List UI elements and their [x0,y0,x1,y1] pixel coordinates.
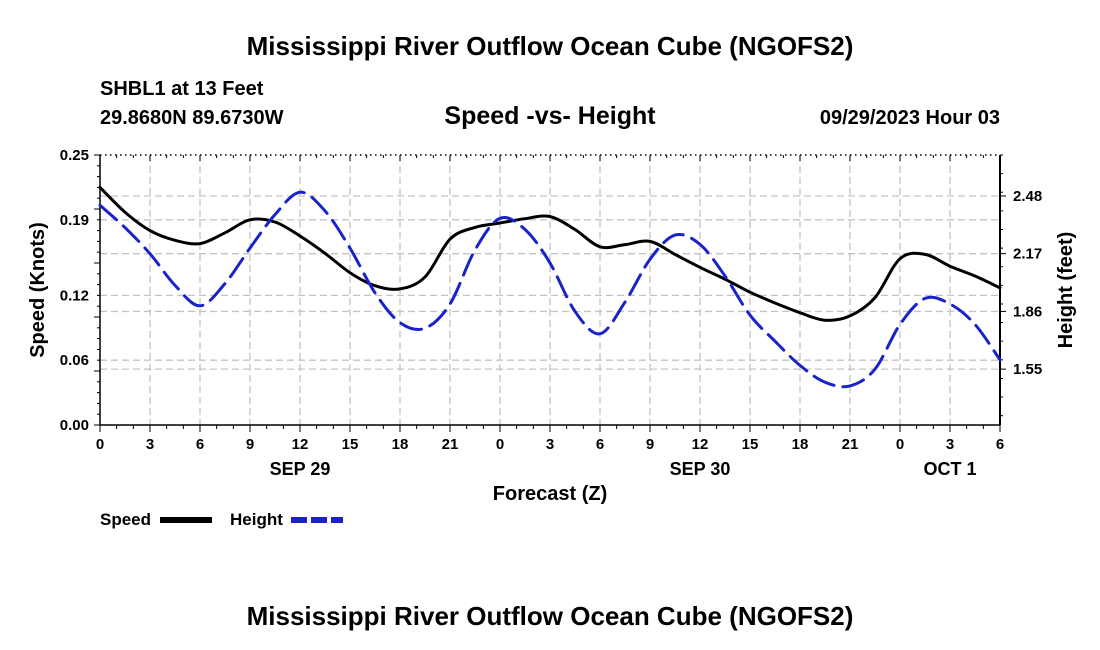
y2-tick-label: 2.48 [1013,188,1042,205]
x-tick-label: 0 [96,436,104,453]
grid [100,155,1000,425]
y2-axis-label: Height (feet) [1055,232,1077,349]
date-label: OCT 1 [923,459,976,479]
y-tick-label: 0.25 [60,147,89,164]
y-tick-label: 0.19 [60,212,89,229]
x-tick-label: 15 [742,436,759,453]
x-tick-label: 3 [946,436,954,453]
station-label: SHBL1 at 13 Feet [100,78,264,100]
y-axis-label: Speed (Knots) [27,222,49,358]
x-tick-label: 21 [442,436,459,453]
date-label: SEP 30 [670,459,731,479]
x-tick-label: 12 [692,436,709,453]
datetime-label: 09/29/2023 Hour 03 [820,107,1000,129]
date-label: SEP 29 [270,459,331,479]
series-line-speed [98,185,1002,322]
y2-tick-label: 1.55 [1013,361,1042,378]
coords-label: 29.8680N 89.6730W [100,107,284,129]
x-tick-label: 18 [792,436,809,453]
y2-tick-label: 1.86 [1013,303,1042,320]
y-tick-label: 0.06 [60,352,89,369]
series-lines [98,185,1002,389]
legend-label-speed: Speed [100,510,151,529]
x-tick-label: 9 [246,436,254,453]
legend: Speed Height [100,510,343,529]
legend-label-height: Height [230,510,283,529]
x-tick-label: 6 [596,436,604,453]
x-tick-label: 3 [546,436,554,453]
series-line-height [98,190,1002,389]
page-title: Mississippi River Outflow Ocean Cube (NG… [247,31,854,61]
y-tick-label: 0.12 [60,287,89,304]
ticks: 0 3 6 9 12 15 18 21 0 3 6 9 12 15 18 21 0 3 6 0.00 0.06 0.12 0… [60,147,1042,479]
footer-title: Mississippi River Outflow Ocean Cube (NG… [247,601,854,631]
y-tick-label: 0.00 [60,417,89,434]
x-tick-label: 6 [196,436,204,453]
x-tick-label: 15 [342,436,359,453]
x-tick-label: 6 [996,436,1004,453]
x-tick-label: 21 [842,436,859,453]
x-tick-label: 3 [146,436,154,453]
x-tick-label: 0 [496,436,504,453]
x-axis-label: Forecast (Z) [493,483,607,505]
x-tick-label: 18 [392,436,409,453]
x-tick-label: 0 [896,436,904,453]
x-tick-label: 9 [646,436,654,453]
x-tick-label: 12 [292,436,309,453]
y2-tick-label: 2.17 [1013,246,1042,263]
chart-title: Speed -vs- Height [444,102,656,130]
